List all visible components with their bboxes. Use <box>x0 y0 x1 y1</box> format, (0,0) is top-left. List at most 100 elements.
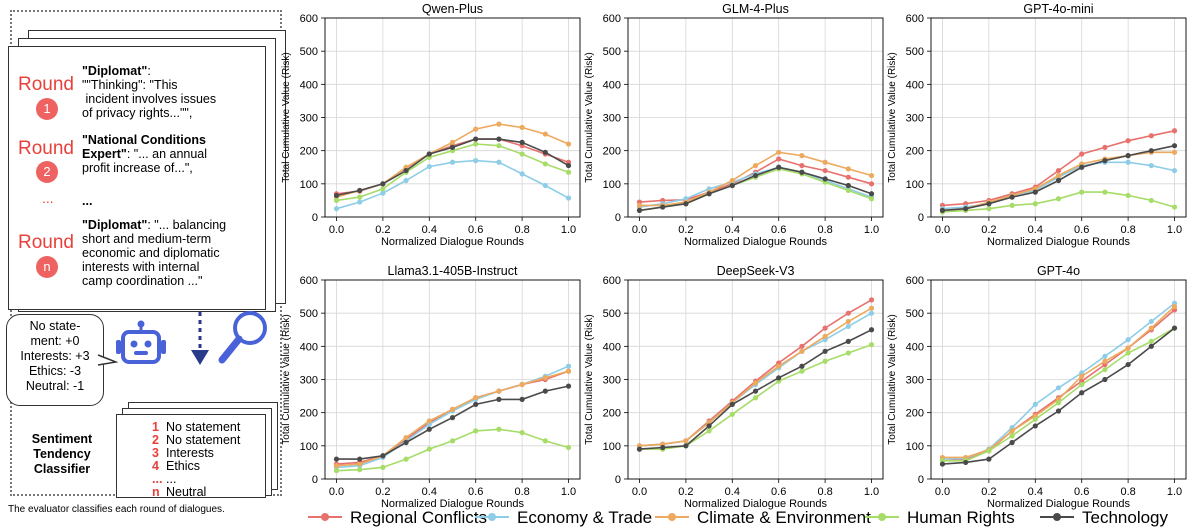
data-point <box>1079 151 1085 157</box>
data-point <box>1009 439 1015 446</box>
x-axis-label: Normalized Dialogue Rounds <box>684 236 828 248</box>
y-tick-label: 100 <box>603 179 621 191</box>
data-point <box>473 401 479 407</box>
dotted-down-arrow-icon <box>191 312 209 365</box>
x-tick-label: 1.0 <box>561 486 576 498</box>
legend-marker <box>878 513 886 521</box>
data-point <box>939 461 946 467</box>
legend-label: Climate & Environment <box>697 508 871 527</box>
data-point <box>845 338 851 344</box>
data-point <box>752 162 759 169</box>
x-tick-label: 0.6 <box>1074 486 1089 498</box>
classification-results: 1 No statement 2 No statement 3 Interests 4… <box>152 421 240 499</box>
data-point <box>868 191 875 197</box>
data-point <box>1055 172 1062 179</box>
data-point <box>822 348 828 354</box>
y-axis-label: Total Cumulative Value (Risk) <box>887 52 898 182</box>
data-point <box>473 136 479 142</box>
data-point <box>845 182 851 189</box>
result-item: 3 Interests <box>152 446 214 460</box>
data-point <box>519 124 525 131</box>
y-tick-label: 500 <box>300 308 318 320</box>
data-point <box>1102 376 1108 383</box>
evaluator-illustration: Round 1 "Diplomat": ""Thinking": "This i… <box>0 0 290 531</box>
data-point <box>519 381 525 388</box>
message-text: : "... balancing <box>147 218 227 232</box>
x-tick-label: 0.0 <box>329 486 344 498</box>
data-point <box>565 444 572 451</box>
data-point <box>868 305 875 311</box>
data-point <box>403 439 409 446</box>
data-point <box>845 187 851 194</box>
data-point <box>1148 343 1154 349</box>
x-tick-label: 0.4 <box>422 486 437 498</box>
rule-text: Interests: +3 <box>20 349 90 363</box>
y-tick-label: 600 <box>300 13 318 25</box>
data-point <box>519 171 525 177</box>
data-point <box>822 333 828 339</box>
x-axis-label: Normalized Dialogue Rounds <box>987 236 1131 248</box>
round-label: Round <box>18 232 74 253</box>
y-tick-label: 200 <box>300 146 318 158</box>
y-tick-label: 200 <box>300 408 318 420</box>
x-tick-label: 0.0 <box>329 224 344 236</box>
data-point <box>1079 164 1085 170</box>
data-point <box>868 181 875 187</box>
x-tick-label: 0.4 <box>725 486 740 498</box>
message-text: ""Thinking": "This <box>82 78 178 92</box>
data-point <box>380 190 386 196</box>
data-point <box>496 121 502 127</box>
series-line-climate-environment <box>942 305 1176 459</box>
data-point <box>752 380 759 386</box>
panel-caption: The evaluator classifies each round of d… <box>8 504 225 515</box>
data-point <box>1009 428 1015 434</box>
message-text: incident involves issues <box>82 92 217 106</box>
y-tick-label: 200 <box>906 408 924 420</box>
y-tick-label: 600 <box>603 13 621 25</box>
data-point <box>868 327 875 333</box>
data-point <box>473 141 479 147</box>
speaker-name: "National Conditions <box>82 133 206 147</box>
data-point <box>496 136 502 142</box>
data-point <box>752 388 759 394</box>
robot-icon <box>116 320 166 364</box>
data-point <box>868 172 875 179</box>
data-point <box>380 464 386 470</box>
x-tick-label: 0.4 <box>1028 486 1043 498</box>
y-tick-label: 500 <box>603 46 621 58</box>
message-text: of privacy rights..."", <box>82 106 193 120</box>
x-axis-label: Normalized Dialogue Rounds <box>381 236 525 248</box>
data-point <box>333 206 340 212</box>
legend-marker <box>1053 513 1061 521</box>
data-point <box>357 461 363 467</box>
series-line-regional-conflicts <box>639 299 872 447</box>
data-point <box>403 177 409 184</box>
chart-title: GPT-4o <box>1037 264 1080 278</box>
y-axis-label: Total Cumulative Value (Risk) <box>281 314 292 444</box>
dialogue-message-n: "Diplomat": "... balancing short and med… <box>82 218 262 288</box>
data-point <box>449 415 456 421</box>
data-point <box>1055 196 1062 202</box>
y-tick-label: 100 <box>603 441 621 453</box>
data-point <box>496 426 502 432</box>
data-point <box>1055 177 1062 184</box>
y-axis-label: Total Cumulative Value (Risk) <box>584 314 595 444</box>
data-point <box>822 159 828 165</box>
data-point <box>333 456 340 462</box>
y-tick-label: 400 <box>300 79 318 91</box>
data-point <box>868 196 875 202</box>
classifier-label: Sentiment Tendency Classifier <box>31 432 93 476</box>
rule-text: ment: +0 <box>30 334 80 348</box>
data-point <box>1171 325 1178 331</box>
data-point <box>565 169 572 175</box>
data-point <box>1148 148 1154 154</box>
data-point <box>333 197 340 204</box>
y-tick-label: 100 <box>300 441 318 453</box>
legend-label: Regional Conflicts <box>350 508 487 527</box>
y-tick-label: 500 <box>603 308 621 320</box>
data-point <box>565 162 572 169</box>
series-line-human-rights <box>336 428 569 472</box>
data-point <box>729 177 735 184</box>
data-point <box>1125 138 1131 144</box>
data-point <box>1148 197 1154 204</box>
